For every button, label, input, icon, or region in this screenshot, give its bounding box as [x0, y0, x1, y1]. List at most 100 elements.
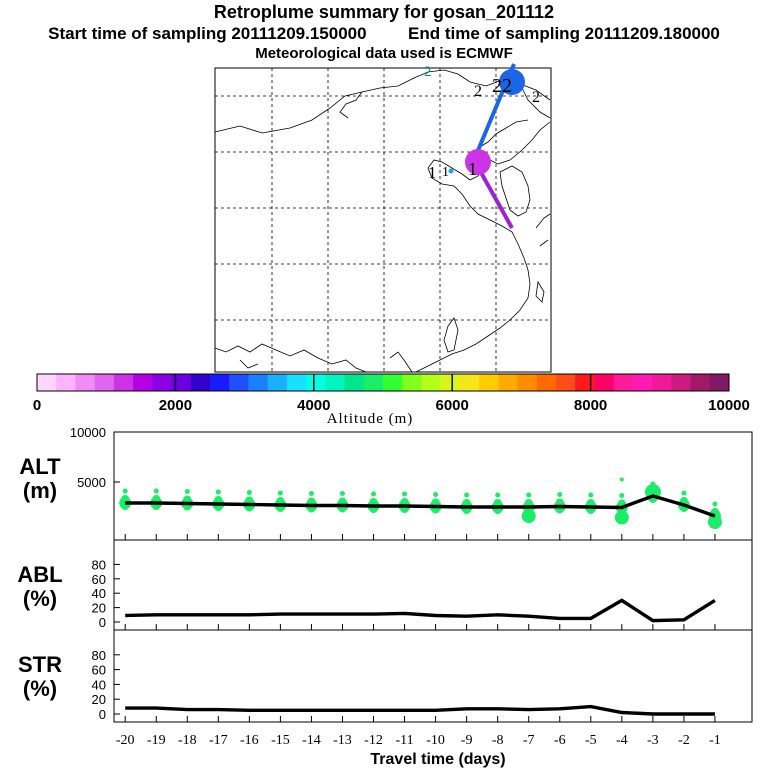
particle-dot	[493, 499, 502, 507]
panel-frame-str	[113, 629, 753, 723]
ytick-label: 5000	[77, 475, 106, 490]
sampling-times: Start time of sampling 20111209.150000 E…	[0, 24, 768, 44]
colorbar-swatch	[229, 374, 249, 391]
colorbar-swatch	[286, 374, 307, 391]
map-graticule	[215, 68, 551, 372]
xtick-label: -2	[678, 733, 690, 748]
colorbar-swatch	[248, 374, 269, 391]
colorbar-swatch	[306, 374, 326, 391]
colorbar-tick-label: 0	[33, 397, 41, 414]
series-line-str	[125, 704, 715, 716]
particle-dot	[402, 491, 408, 497]
panel-ylabel-abl: (%)	[23, 586, 57, 611]
map-frame	[214, 67, 552, 373]
colorbar-swatch	[440, 374, 461, 391]
xtick-label: -20	[116, 733, 135, 748]
colorbar-tick-label: 10000	[708, 397, 750, 414]
colorbar-swatch	[536, 374, 557, 391]
xtick-label: -16	[240, 733, 259, 748]
end-time-label: End time of sampling 20111209.180000	[408, 24, 720, 43]
particle-dot	[586, 499, 595, 507]
colorbar-ticks: 0 2000 4000 6000 8000 10000	[33, 374, 750, 414]
colorbar-swatch	[325, 374, 345, 391]
particle-dot	[371, 491, 377, 497]
colorbar-swatches	[37, 374, 730, 391]
met-data-label: Meteorological data used is ECMWF	[255, 45, 513, 62]
particle-dot	[614, 510, 629, 525]
ytick-label: 20	[92, 692, 106, 707]
particle-dot	[307, 497, 316, 506]
colorbar-swatch	[652, 374, 672, 391]
colorbar-swatch	[171, 374, 192, 391]
particle-dot	[245, 496, 254, 505]
ytick-label: 80	[92, 648, 106, 663]
xtick-label: -8	[492, 733, 504, 748]
xtick-label: -17	[209, 733, 228, 748]
colorbar-swatch	[210, 374, 230, 391]
plume-label: 2	[532, 89, 540, 106]
xtick-label: -3	[647, 733, 659, 748]
xtick-label: -1	[709, 733, 721, 748]
colorbar-swatch	[56, 374, 76, 391]
colorbar-tick-label: 8000	[574, 397, 607, 414]
colorbar-tick-label: 6000	[436, 397, 469, 414]
particle-dot	[369, 498, 378, 506]
particle-dot	[464, 492, 470, 498]
particle-dot	[521, 509, 536, 523]
colorbar-swatch	[75, 374, 96, 391]
colorbar-swatch	[113, 374, 134, 391]
ytick-label: 20	[92, 601, 106, 616]
plume-label: 2	[474, 83, 482, 100]
xtick-label: -13	[333, 733, 352, 748]
particle-dot	[246, 490, 252, 495]
particle-dot	[276, 497, 285, 505]
particle-dot	[121, 495, 130, 503]
plume-marker-1	[465, 149, 491, 175]
panel-ylabel-str: (%)	[23, 676, 57, 701]
plume-label: 2	[424, 64, 432, 80]
xtick-label: -10	[426, 733, 445, 748]
xtick-label: -18	[178, 733, 197, 748]
plume-marker-2	[499, 69, 525, 95]
colorbar-swatch	[133, 374, 153, 391]
particle-dot	[526, 492, 532, 498]
particle-dot	[153, 488, 159, 494]
particle-dot	[681, 490, 687, 496]
particle-dot	[431, 498, 440, 507]
start-time-label: Start time of sampling 20111209.150000	[48, 24, 367, 43]
particle-dot	[277, 490, 283, 496]
ytick-label: 60	[92, 572, 106, 587]
colorbar-swatch	[37, 374, 57, 391]
colorbar-swatch	[190, 374, 211, 391]
trajectories	[448, 63, 525, 229]
colorbar-swatch	[556, 374, 576, 391]
particle-dot	[712, 501, 718, 507]
colorbar-swatch	[709, 374, 730, 391]
colorbar-swatch	[594, 374, 615, 391]
colorbar-swatch	[575, 374, 595, 391]
xtick-label: -15	[271, 733, 290, 748]
colorbar-swatch	[459, 374, 480, 391]
particle-dot	[462, 499, 471, 507]
time-series-panels: ALT(m)100005000ABL(%)806040200STR(%)8060…	[17, 425, 753, 768]
colorbar-swatch	[632, 374, 653, 391]
colorbar-swatch	[402, 374, 422, 391]
ytick-label: 40	[92, 586, 106, 601]
xtick-label: -4	[616, 733, 628, 748]
xtick-label: -5	[585, 733, 597, 748]
xtick-label: -6	[554, 733, 566, 748]
particle-dot	[215, 489, 221, 495]
panel-ylabel-str: STR	[18, 652, 62, 677]
ytick-label: 0	[99, 615, 106, 630]
particle-dot	[184, 489, 190, 494]
colorbar-swatch	[479, 374, 499, 391]
particle-dot	[433, 492, 439, 497]
particle-dot	[557, 492, 563, 497]
particle-dot	[308, 491, 314, 496]
plume-dot	[448, 168, 454, 174]
plume-label: 1	[468, 159, 477, 179]
xtick-label: -14	[302, 733, 321, 748]
particle-dot	[495, 492, 501, 498]
particle-dot	[619, 477, 624, 482]
particle-dot	[588, 492, 594, 498]
